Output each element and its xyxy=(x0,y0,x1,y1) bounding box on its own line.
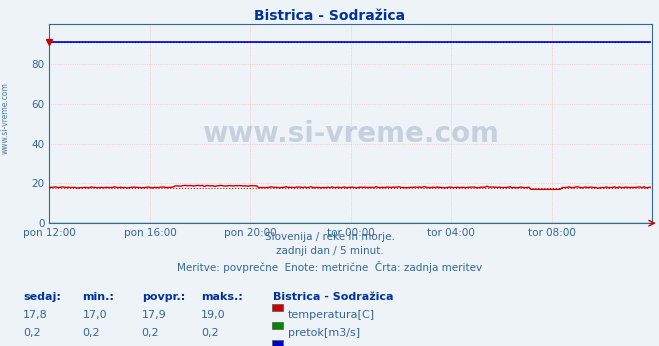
Text: www.si-vreme.com: www.si-vreme.com xyxy=(202,120,500,148)
Text: sedaj:: sedaj: xyxy=(23,292,61,302)
Text: www.si-vreme.com: www.si-vreme.com xyxy=(1,82,10,154)
Text: 0,2: 0,2 xyxy=(201,328,219,338)
Text: 0,2: 0,2 xyxy=(142,328,159,338)
Text: zadnji dan / 5 minut.: zadnji dan / 5 minut. xyxy=(275,246,384,256)
Text: 0,2: 0,2 xyxy=(82,328,100,338)
Text: pretok[m3/s]: pretok[m3/s] xyxy=(288,328,360,338)
Text: 17,8: 17,8 xyxy=(23,310,48,320)
Text: Bistrica - Sodražica: Bistrica - Sodražica xyxy=(254,9,405,22)
Text: temperatura[C]: temperatura[C] xyxy=(288,310,375,320)
Text: Bistrica - Sodražica: Bistrica - Sodražica xyxy=(273,292,394,302)
Text: 19,0: 19,0 xyxy=(201,310,225,320)
Text: min.:: min.: xyxy=(82,292,114,302)
Text: 17,9: 17,9 xyxy=(142,310,167,320)
Text: 17,0: 17,0 xyxy=(82,310,107,320)
Text: maks.:: maks.: xyxy=(201,292,243,302)
Text: Meritve: povprečne  Enote: metrične  Črta: zadnja meritev: Meritve: povprečne Enote: metrične Črta:… xyxy=(177,261,482,273)
Text: Slovenija / reke in morje.: Slovenija / reke in morje. xyxy=(264,232,395,242)
Text: povpr.:: povpr.: xyxy=(142,292,185,302)
Text: 0,2: 0,2 xyxy=(23,328,41,338)
